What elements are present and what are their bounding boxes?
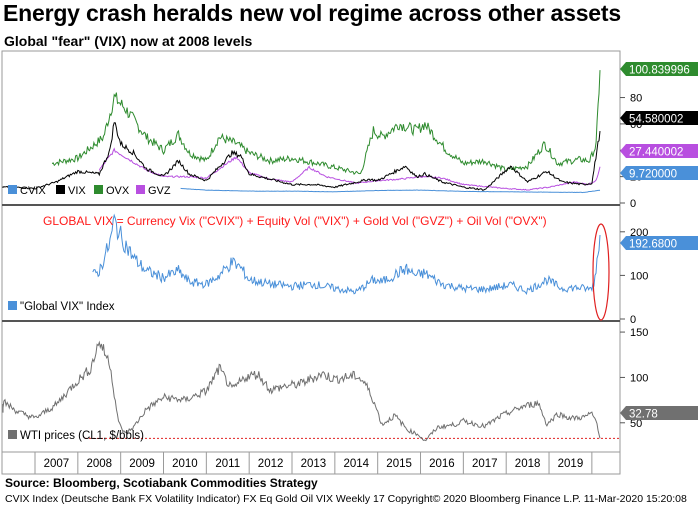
x-tick-label: 2019 [558, 458, 584, 470]
value-callout-ovx: 100.839996 [620, 62, 698, 77]
value-callout-global-vix-index: 192.6800 [620, 236, 698, 251]
y-tick-label: 0 [630, 198, 636, 210]
series-line-vix [2, 122, 601, 191]
callout-flag [620, 406, 698, 420]
legend-label-ovx: OVX [106, 185, 130, 197]
callout-flag [620, 111, 698, 125]
spike-highlight-ellipse [592, 223, 610, 321]
value-callout-gvz: 27.440002 [620, 144, 698, 159]
top-legend: CVIX VIX OVX GVZ [8, 185, 171, 197]
x-axis: 2007 2008 2009 2010 2011 2012 2013 2014 2015 2016… [34, 452, 593, 474]
x-tick-label: 2015 [386, 458, 412, 470]
series-line-global-vix-index [92, 213, 601, 296]
callout-value: 100.839996 [629, 65, 690, 77]
value-callouts: 9.720000 54.580002 100.839996 27.440002 192.… [620, 62, 698, 421]
legend-label-global-vix: "Global VIX" Index [20, 301, 115, 313]
legend-swatch-cvix [8, 185, 17, 194]
series-lines [2, 70, 620, 442]
x-tick-label: 2008 [86, 458, 112, 470]
callout-value: 54.580002 [629, 114, 683, 126]
chart-title: Energy crash heralds new vol regime acro… [3, 0, 621, 26]
x-tick-label: 2009 [129, 458, 155, 470]
x-tick-label: 2014 [343, 458, 369, 470]
callout-value: 192.6800 [629, 239, 677, 251]
legend-label-wti: WTI prices (CL1, $/bbls) [20, 430, 144, 442]
value-callout-vix: 54.580002 [620, 111, 698, 126]
series-line-gvz [98, 147, 601, 191]
x-tick-label: 2013 [301, 458, 327, 470]
y-tick-label: 0 [630, 314, 636, 326]
value-callout-wti-prices-cl-bbls: 32.78 [620, 406, 698, 421]
callout-value: 27.440002 [629, 147, 683, 159]
callout-flag [620, 166, 698, 180]
y-tick-label: 100 [630, 270, 648, 282]
legend-swatch-global-vix [8, 301, 17, 310]
series-line-wti-prices-cl-bbls [2, 340, 601, 442]
callout-flag [620, 144, 698, 158]
chart-subtitle: Global "fear" (VIX) now at 2008 levels [4, 33, 253, 49]
y-axis-ticks: 020406080010020050100150 [620, 93, 648, 430]
legend-label-vix: VIX [68, 185, 86, 197]
x-tick-label: 2018 [515, 458, 541, 470]
legend-swatch-gvz [136, 185, 145, 194]
legend-swatch-wti [8, 430, 17, 439]
callout-flag [620, 62, 698, 76]
y-tick-label: 100 [630, 372, 648, 384]
footer-note: CVIX Index (Deutsche Bank FX Volatility … [5, 493, 687, 505]
x-axis-band [1, 451, 621, 475]
series-line-ovx [51, 70, 601, 175]
y-tick-label: 80 [630, 93, 642, 105]
y-tick-label: 200 [630, 227, 648, 239]
bottom-legend: WTI prices (CL1, $/bbls) [8, 430, 144, 442]
global-vix-annotation: GLOBAL VIX = Currency Vix ("CVIX") + Equ… [43, 214, 547, 228]
source-note: Source: Bloomberg, Scotiabank Commoditie… [5, 476, 318, 490]
legend-label-cvix: CVIX [20, 185, 46, 197]
y-tick-label: 50 [630, 418, 642, 430]
legend-swatch-ovx [94, 185, 103, 194]
legend-label-gvz: GVZ [148, 185, 171, 197]
x-tick-label: 2011 [215, 458, 240, 470]
callout-value: 32.78 [629, 409, 658, 421]
x-tick-label: 2007 [44, 458, 70, 470]
legend-swatch-vix [56, 185, 65, 194]
middle-legend: "Global VIX" Index [8, 301, 115, 313]
series-line-cvix [180, 187, 601, 194]
x-tick-label: 2016 [429, 458, 455, 470]
y-tick-label: 150 [630, 327, 648, 339]
callout-value: 9.720000 [629, 169, 677, 181]
x-tick-label: 2012 [258, 458, 284, 470]
x-tick-label: 2017 [472, 458, 498, 470]
value-callout-cvix: 9.720000 [620, 166, 698, 181]
x-tick-label: 2010 [172, 458, 198, 470]
callout-flag [620, 236, 698, 250]
